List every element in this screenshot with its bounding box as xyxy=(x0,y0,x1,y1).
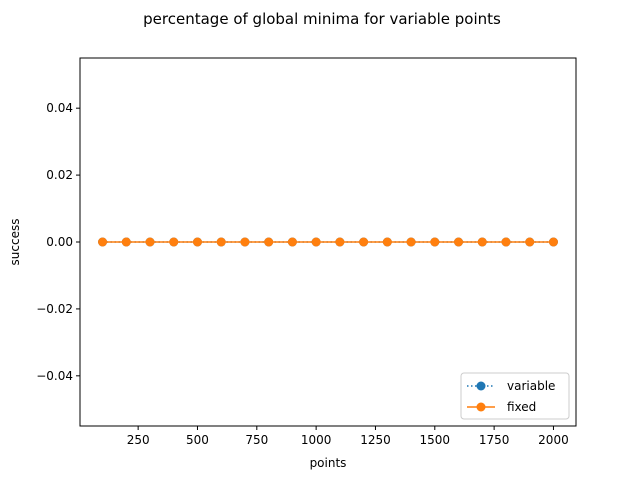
axis-ticks: 250 500 750 1000 1250 1500 1750 2000 −0.04 −0.02 0… xyxy=(36,101,569,447)
data-point-fixed xyxy=(501,237,511,247)
x-axis-label: points xyxy=(310,456,347,470)
data-point-fixed xyxy=(145,237,155,247)
y-axis-label: success xyxy=(8,219,22,266)
legend-marker-variable xyxy=(476,381,486,391)
data-point-fixed xyxy=(548,237,558,247)
x-tick-label: 750 xyxy=(245,433,268,447)
x-tick-label: 1750 xyxy=(479,433,510,447)
data-point-fixed xyxy=(121,237,131,247)
legend-label-variable: variable xyxy=(507,379,555,393)
data-point-fixed xyxy=(525,237,535,247)
y-tick-label: 0.00 xyxy=(46,235,73,249)
plot-frame xyxy=(79,57,577,427)
data-point-fixed xyxy=(335,237,345,247)
data-point-fixed xyxy=(406,237,416,247)
data-point-fixed xyxy=(477,237,487,247)
data-point-fixed xyxy=(169,237,179,247)
legend: variable fixed xyxy=(460,372,570,420)
data-point-fixed xyxy=(382,237,392,247)
data-point-fixed xyxy=(98,237,108,247)
data-point-fixed xyxy=(287,237,297,247)
data-point-fixed xyxy=(430,237,440,247)
y-tick-label: −0.04 xyxy=(36,369,73,383)
data-point-fixed xyxy=(264,237,274,247)
x-tick-label: 1000 xyxy=(301,433,332,447)
x-tick-label: 1500 xyxy=(420,433,451,447)
legend-label-fixed: fixed xyxy=(507,400,536,414)
chart-title: percentage of global minima for variable… xyxy=(143,10,501,28)
data-point-fixed xyxy=(216,237,226,247)
data-point-fixed xyxy=(192,237,202,247)
legend-marker-fixed xyxy=(476,402,486,412)
x-tick-label: 500 xyxy=(186,433,209,447)
data-point-fixed xyxy=(311,237,321,247)
y-tick-label: 0.02 xyxy=(46,168,73,182)
series-fixed xyxy=(98,237,558,247)
series-group xyxy=(98,237,558,247)
x-tick-label: 2000 xyxy=(538,433,569,447)
x-tick-label: 1250 xyxy=(360,433,391,447)
data-point-fixed xyxy=(359,237,369,247)
data-point-fixed xyxy=(240,237,250,247)
y-tick-label: −0.02 xyxy=(36,302,73,316)
data-point-fixed xyxy=(454,237,464,247)
y-tick-label: 0.04 xyxy=(46,101,73,115)
x-tick-label: 250 xyxy=(127,433,150,447)
